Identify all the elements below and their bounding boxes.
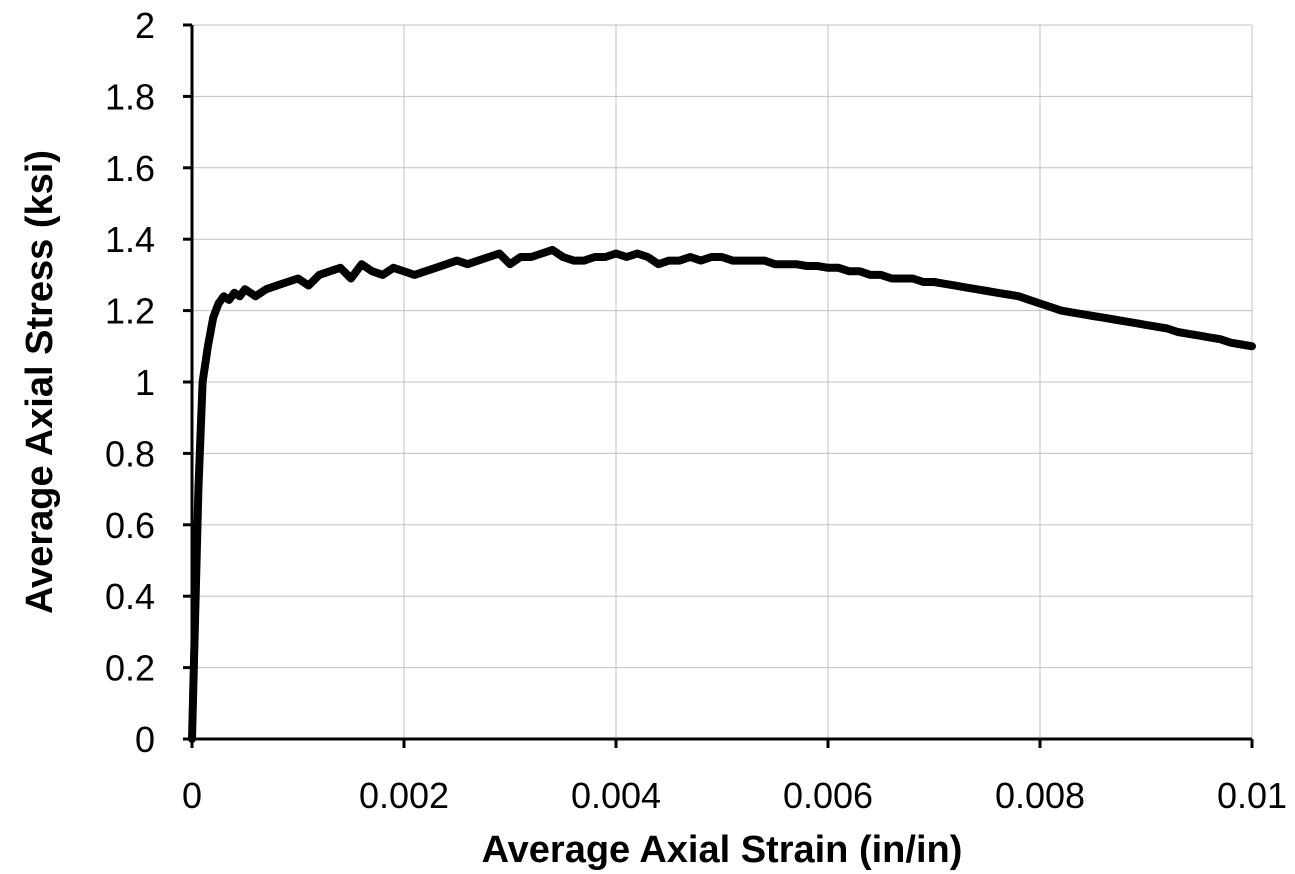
- y-tick-label: 1.4: [105, 219, 155, 260]
- x-tick-label: 0.008: [995, 775, 1085, 816]
- y-axis-title: Average Axial Stress (ksi): [19, 150, 61, 614]
- x-axis-ticks: 0 0.002 0.004 0.006 0.008 0.01: [182, 739, 1287, 816]
- y-tick-label: 0.4: [105, 576, 155, 617]
- x-tick-label: 0.01: [1217, 775, 1287, 816]
- y-tick-label: 1.2: [105, 291, 155, 332]
- grid-lines: [192, 24, 1253, 739]
- x-tick-label: 0.002: [359, 775, 449, 816]
- series-group: [188, 245, 1256, 743]
- y-tick-label: 0.8: [105, 433, 155, 474]
- x-tick-label: 0.006: [783, 775, 873, 816]
- y-tick-label: 1: [135, 362, 155, 403]
- series-line: [188, 245, 1256, 743]
- x-tick-label: 0: [182, 775, 202, 816]
- y-tick-label: 0.2: [105, 648, 155, 689]
- y-tick-label: 0: [135, 719, 155, 760]
- y-tick-label: 1.8: [105, 76, 155, 117]
- y-tick-label: 0.6: [105, 505, 155, 546]
- y-tick-label: 1.6: [105, 148, 155, 189]
- y-axis-ticks: 0 0.2 0.4 0.6 0.8 1 1.2 1.4 1.6 1.8 2: [105, 5, 192, 760]
- x-tick-label: 0.004: [571, 775, 661, 816]
- x-axis-title: Average Axial Strain (in/in): [482, 829, 963, 871]
- y-tick-label: 2: [135, 5, 155, 46]
